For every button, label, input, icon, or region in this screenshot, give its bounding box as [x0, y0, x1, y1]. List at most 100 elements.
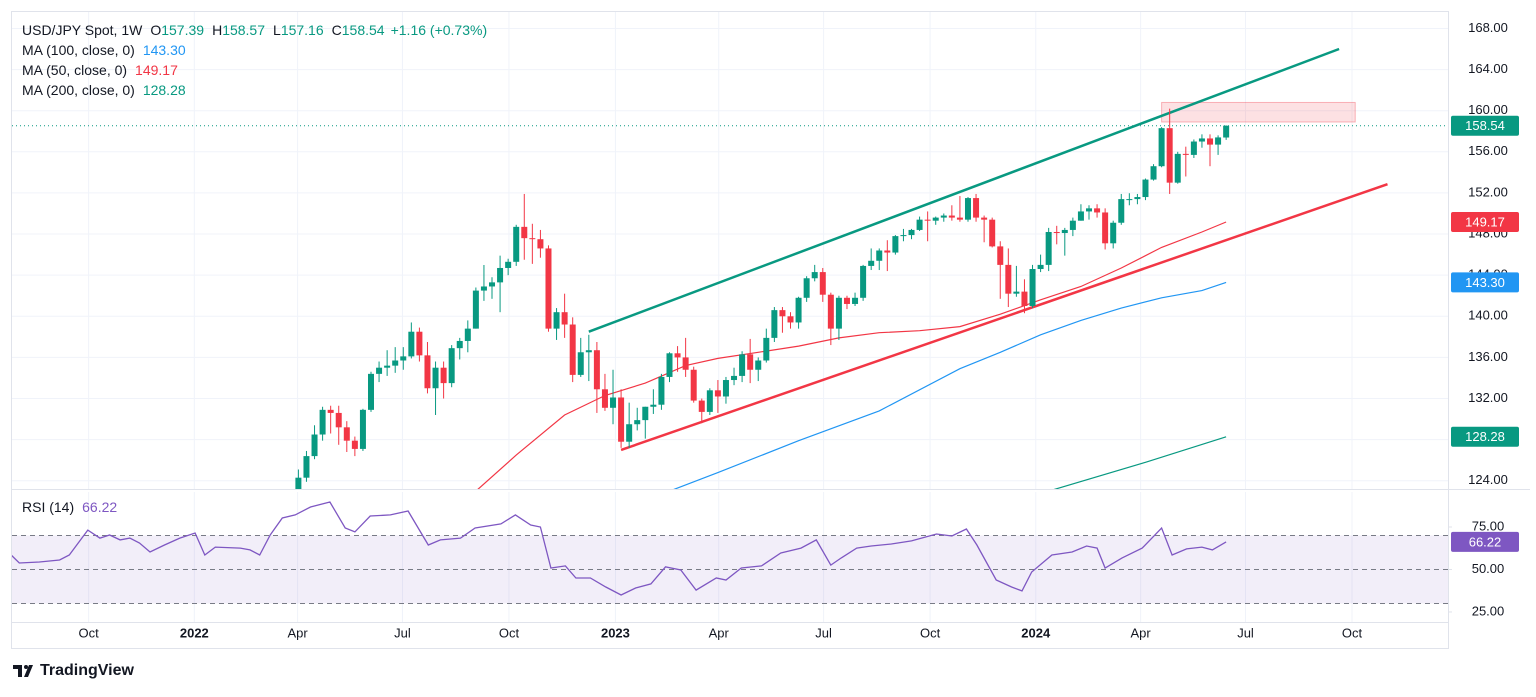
grid [12, 12, 1448, 622]
candle-body [706, 390, 713, 412]
candle-body [682, 357, 689, 370]
candle-body [956, 217, 963, 220]
moving-average-line [477, 221, 1227, 489]
plot-frame [11, 11, 1449, 649]
candle-body [973, 198, 980, 218]
y-tick-label: 132.00 [1468, 390, 1508, 405]
candle-body [1077, 211, 1084, 221]
x-tick-label: Apr [1131, 625, 1152, 640]
rsi-name: RSI (14) [22, 499, 74, 515]
candle-body [1118, 199, 1125, 223]
y-tick-label: 168.00 [1468, 20, 1508, 35]
candle-body [981, 217, 988, 220]
candle-body [843, 297, 850, 304]
candle-body [1174, 153, 1181, 183]
last-price-badge [1451, 115, 1519, 136]
brand-name: TradingView [40, 662, 135, 679]
candle-body [327, 409, 334, 413]
ohlc-value: 158.54 [342, 22, 385, 38]
rsi-value: 66.22 [82, 499, 117, 515]
candle-body [1182, 153, 1189, 155]
symbol-legend: USD/JPY Spot, 1W O157.39 H158.57 L157.16 C15… [22, 22, 487, 38]
ohlc-value: 158.57 [222, 22, 265, 38]
y-tick-label: 136.00 [1468, 349, 1508, 364]
candle-body [545, 248, 552, 329]
y-tick-label: 152.00 [1468, 184, 1508, 199]
candle-body [311, 434, 318, 457]
ohlc-label: O [150, 22, 161, 38]
candle-body [787, 316, 794, 323]
ma-value: 143.30 [143, 42, 186, 58]
ohlc-label: H [212, 22, 222, 38]
candle-body [731, 375, 738, 381]
candle-body [674, 353, 681, 358]
candle-body [852, 297, 859, 304]
candle-body [368, 373, 374, 410]
candle-body [1207, 138, 1214, 145]
candle-body [763, 337, 770, 361]
candle-body [1021, 291, 1028, 307]
candle-body [408, 331, 415, 357]
ma-value: 128.28 [143, 82, 186, 98]
ma-badge-label: 149.17 [1465, 214, 1505, 229]
candle-body [601, 389, 608, 408]
candle-body [287, 496, 293, 501]
candle-body [722, 380, 729, 397]
x-tick-label: 2022 [180, 625, 209, 640]
ma-value: 149.17 [135, 62, 178, 78]
candle-body [932, 217, 939, 221]
y-tick-label: 124.00 [1468, 472, 1508, 487]
candle-body [964, 198, 971, 220]
x-tick-label: 2023 [601, 625, 630, 640]
candle-body [335, 412, 342, 428]
candle-body [1102, 212, 1109, 244]
candle-body [650, 404, 657, 407]
candle-body [1086, 208, 1092, 212]
y-tick-label: 160.00 [1468, 102, 1508, 117]
candle-body [577, 352, 584, 375]
candle-body [634, 420, 641, 425]
candle-body [690, 369, 697, 401]
candle-body [585, 350, 592, 353]
candle-body [279, 501, 285, 507]
candle-body [1053, 231, 1060, 234]
y-tick-label: 50.00 [1472, 561, 1505, 576]
candle-body [529, 238, 536, 240]
x-tick-label: Jul [394, 625, 411, 640]
candle-body [1061, 229, 1068, 234]
candle-body [505, 261, 512, 268]
candle-body [359, 409, 366, 449]
y-tick-label: 156.00 [1468, 143, 1508, 158]
candle-body [1029, 269, 1036, 307]
symbol-title: USD/JPY Spot, 1W [22, 22, 143, 38]
candle-body [1037, 264, 1044, 270]
ma-legend: MA (100, close, 0) 143.30 [22, 42, 186, 58]
x-tick-label: Jul [1237, 625, 1254, 640]
candle-body [811, 272, 818, 279]
candle-body [1158, 128, 1165, 167]
candle-body [1190, 141, 1197, 155]
ma-badge [1451, 426, 1519, 447]
candle-body [739, 354, 746, 376]
x-tick-label: Oct [1342, 625, 1363, 640]
candle-body [472, 290, 479, 329]
candle-body [303, 456, 310, 478]
candle-body [1215, 137, 1222, 145]
x-tick-label: Oct [499, 625, 520, 640]
ma-badge [1451, 212, 1519, 233]
ma-name: MA (100, close, 0) [22, 42, 135, 58]
x-tick-label: Apr [709, 625, 730, 640]
candle-body [860, 265, 867, 298]
ma-legend: MA (50, close, 0) 149.17 [22, 62, 178, 78]
candle-body [795, 297, 802, 323]
candle-body [432, 367, 439, 389]
candle-body [464, 328, 471, 341]
y-tick-label: 140.00 [1468, 308, 1508, 323]
candle-body [343, 427, 350, 441]
axes: Oct 2022 Apr Jul Oct 2023 Apr Jul Oct 2024 Apr Jul O… [79, 20, 1519, 640]
ma-badge-label: 143.30 [1465, 275, 1505, 290]
candle-body [1094, 208, 1101, 213]
candle-body [610, 397, 617, 408]
candle-body [666, 353, 673, 377]
